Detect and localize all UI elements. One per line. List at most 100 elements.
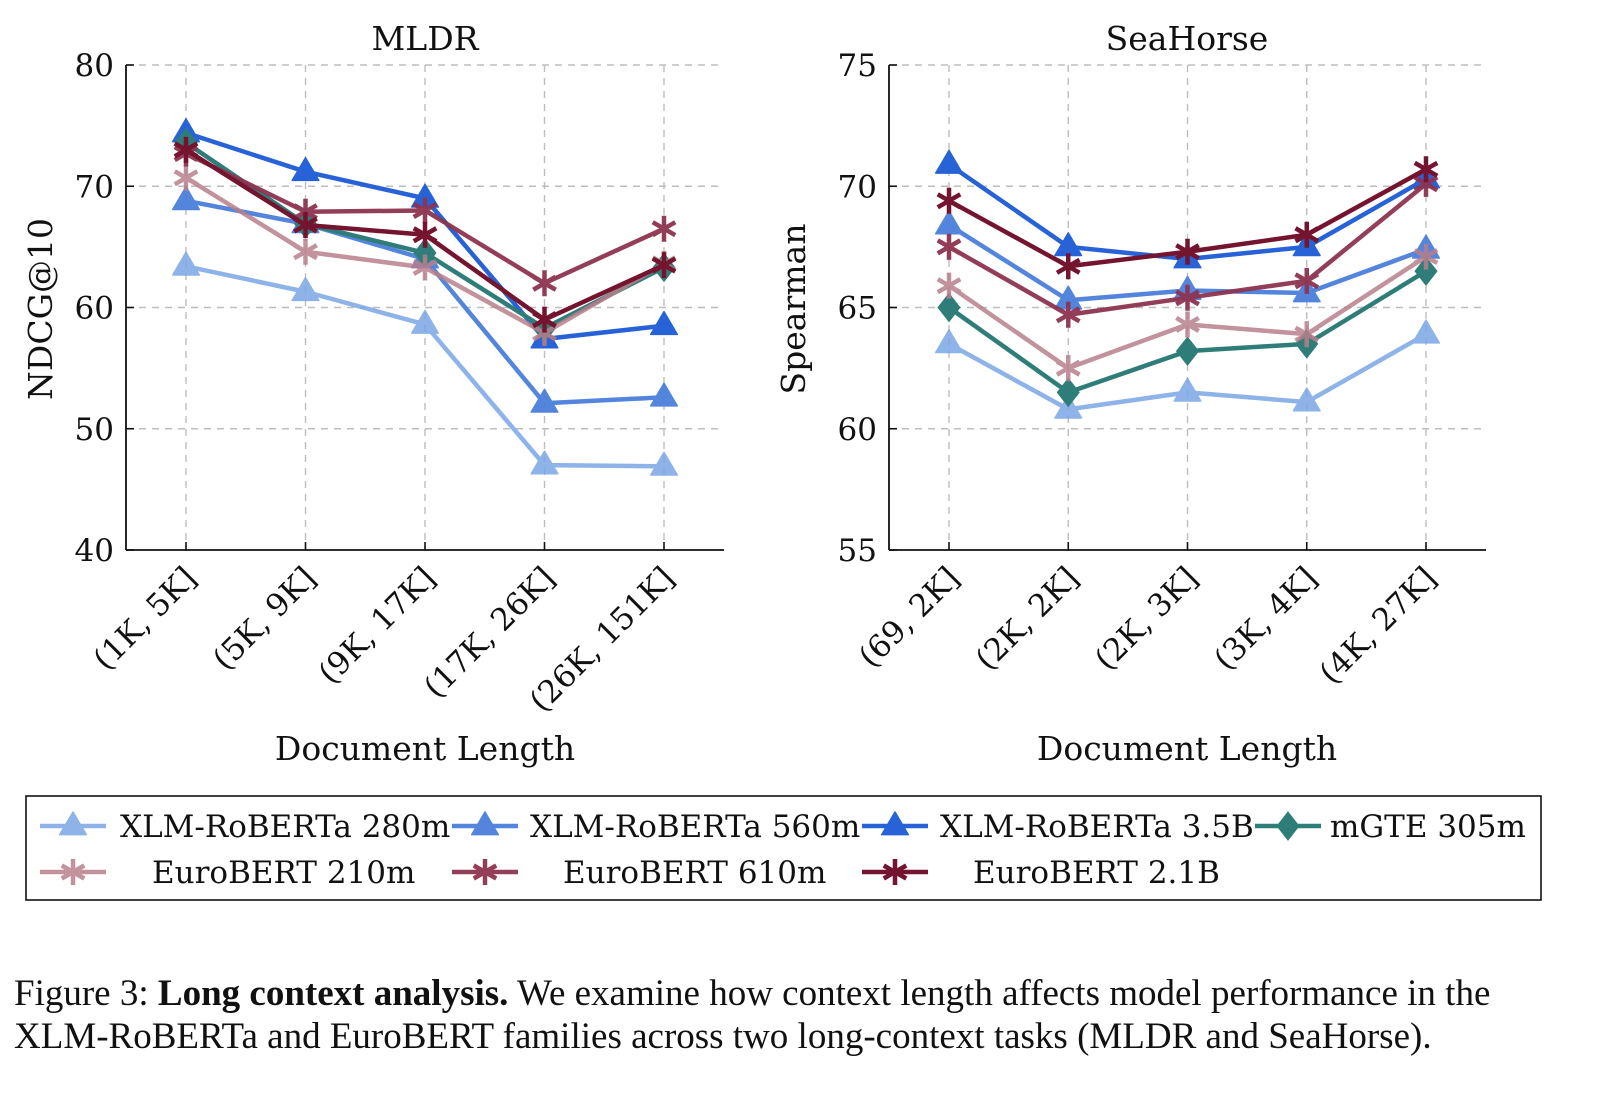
caption-bold: Long context analysis. — [157, 973, 509, 1014]
y-axis-label: Spearman — [774, 224, 813, 395]
y-tick-label: 80 — [75, 48, 114, 84]
data-point — [1413, 156, 1439, 183]
y-tick-label: 60 — [838, 412, 877, 448]
x-tick-label: (9K, 17K] — [312, 560, 443, 691]
grid — [889, 64, 1486, 550]
legend-marker — [60, 859, 86, 885]
data-point — [651, 215, 677, 242]
legend-marker — [1276, 811, 1300, 841]
legend-entry — [1255, 811, 1321, 841]
data-point — [1175, 284, 1200, 311]
chart-seahorse: SeaHorse Spearman Document Length 55 60 65… — [774, 19, 1486, 768]
y-tick-label: 50 — [75, 412, 114, 448]
legend-entry — [862, 859, 928, 885]
data-point — [293, 238, 318, 265]
legend-entry — [862, 811, 928, 836]
legend-entry — [452, 859, 518, 885]
x-tick-label: (2K, 3K] — [1088, 560, 1205, 677]
data-point — [1175, 311, 1200, 338]
series-5 — [936, 170, 1439, 328]
legend-entry — [452, 811, 518, 836]
y-axis-label: NDCG@10 — [21, 218, 60, 400]
data-point — [532, 270, 557, 297]
data-point — [649, 310, 679, 336]
data-point — [412, 221, 438, 248]
figure-caption: Figure 3: Long context analysis. We exam… — [14, 972, 1584, 1058]
data-point — [1175, 336, 1200, 366]
data-point — [934, 210, 964, 235]
y-tick-label: 70 — [75, 169, 114, 205]
data-point — [1414, 256, 1438, 286]
y-tick-label: 60 — [75, 291, 114, 327]
data-point — [1413, 243, 1439, 270]
figure: MLDR NDCG@10 Document Length 40 50 60 70 80 (… — [21, 19, 1542, 901]
data-point — [936, 187, 962, 214]
legend-marker — [470, 811, 500, 836]
grid — [126, 64, 724, 550]
data-point — [1054, 232, 1083, 257]
y-tick-label: 75 — [838, 48, 877, 84]
x-tick-label: (4K, 27K] — [1313, 560, 1444, 691]
legend-label: XLM-RoBERTa 3.5B — [940, 809, 1254, 845]
legend-label: EuroBERT 610m — [563, 855, 826, 891]
legend-label: XLM-RoBERTa 560m — [530, 809, 860, 845]
data-point — [1055, 355, 1081, 382]
data-point — [649, 382, 679, 407]
x-tick-label: (5K, 9K] — [206, 560, 323, 677]
data-point — [1294, 267, 1320, 294]
y-tick-label: 70 — [838, 169, 877, 205]
legend-marker — [882, 859, 908, 885]
data-point — [293, 212, 318, 239]
data-point — [530, 388, 559, 413]
data-point — [410, 309, 440, 334]
legend-label: mGTE 305m — [1330, 809, 1526, 845]
data-point — [412, 197, 438, 224]
data-point — [1055, 253, 1081, 280]
x-axis-label: Document Length — [275, 729, 575, 768]
data-point — [1055, 301, 1081, 328]
chart-mldr: MLDR NDCG@10 Document Length 40 50 60 70 80 (… — [21, 19, 724, 768]
series-6 — [936, 156, 1439, 280]
caption-text: We examine how context length affects mo… — [14, 973, 1491, 1057]
data-point — [291, 156, 320, 182]
data-point — [937, 292, 961, 323]
data-point — [1411, 319, 1441, 344]
series-3 — [937, 256, 1438, 408]
x-tick-label: (2K, 2K] — [969, 560, 1086, 677]
legend-marker — [58, 811, 88, 836]
series-4 — [936, 243, 1439, 382]
data-point — [651, 252, 677, 279]
data-point — [936, 233, 962, 260]
legend-label: EuroBERT 2.1B — [973, 855, 1220, 891]
legend-entry — [40, 859, 106, 885]
data-point — [171, 251, 201, 276]
data-point — [412, 254, 438, 281]
x-axis-label: Document Length — [1037, 729, 1337, 768]
legend-marker — [472, 859, 498, 885]
series-2 — [171, 118, 679, 349]
data-point — [1175, 238, 1200, 265]
data-point — [1056, 377, 1080, 408]
data-point — [532, 306, 557, 333]
data-point — [173, 164, 199, 191]
legend-label: EuroBERT 210m — [152, 855, 415, 891]
chart-title: SeaHorse — [1106, 19, 1269, 58]
data-point — [1294, 221, 1320, 248]
data-point — [936, 272, 962, 299]
x-tick-label: (1K, 5K] — [87, 560, 204, 677]
x-tick-label: (69, 2K] — [852, 560, 967, 675]
data-point — [934, 329, 964, 354]
series-0 — [171, 251, 679, 476]
data-point — [1173, 377, 1202, 402]
legend-box — [25, 795, 1542, 901]
y-tick-label: 55 — [838, 533, 877, 569]
data-point — [171, 186, 201, 211]
data-point — [1292, 387, 1321, 412]
data-point — [291, 276, 320, 302]
data-point — [530, 450, 559, 475]
chart-title: MLDR — [371, 19, 479, 58]
y-tick-label: 65 — [838, 291, 877, 327]
legend-marker — [880, 811, 910, 836]
legend: XLM-RoBERTa 280m XLM-RoBERTa 560m XLM-RoBE… — [25, 795, 1542, 901]
data-point — [934, 149, 964, 174]
